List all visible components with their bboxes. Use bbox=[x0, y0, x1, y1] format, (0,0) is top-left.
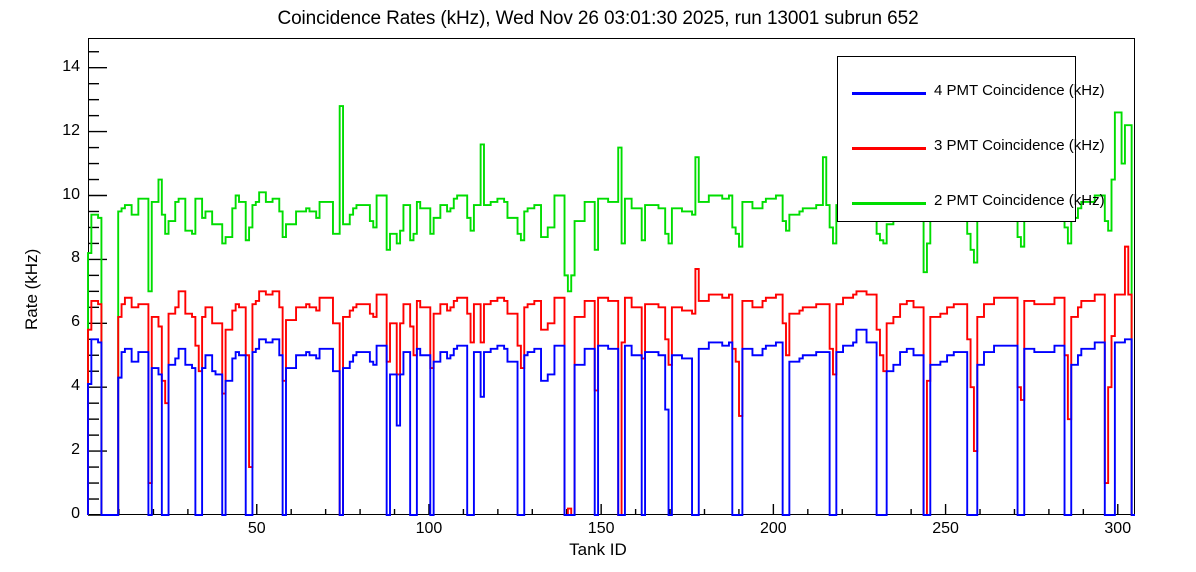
legend-label-4pmt: 4 PMT Coincidence (kHz) bbox=[934, 82, 1105, 99]
x-tick-label: 50 bbox=[247, 520, 266, 537]
y-tick-label: 6 bbox=[71, 313, 80, 331]
legend-label-3pmt: 3 PMT Coincidence (kHz) bbox=[934, 137, 1105, 154]
y-tick-label: 14 bbox=[62, 57, 80, 75]
legend-swatch-2pmt bbox=[852, 202, 926, 205]
series-line-4pmt bbox=[88, 330, 1135, 515]
x-tick-label: 150 bbox=[587, 520, 615, 537]
y-tick-label: 4 bbox=[71, 377, 80, 395]
y-tick-label: 0 bbox=[71, 505, 80, 522]
y-tick-label: 12 bbox=[62, 121, 80, 139]
x-axis-label: Tank ID bbox=[569, 540, 627, 559]
y-tick-label: 10 bbox=[62, 185, 80, 203]
x-tick-label: 300 bbox=[1104, 520, 1132, 537]
legend-swatch-4pmt bbox=[852, 92, 926, 95]
legend-swatch-3pmt bbox=[852, 147, 926, 150]
y-tick-label: 2 bbox=[71, 441, 80, 459]
legend-entry: 4 PMT Coincidence (kHz) bbox=[838, 73, 1105, 113]
y-tick-label: 8 bbox=[71, 249, 80, 267]
legend-label-2pmt: 2 PMT Coincidence (kHz) bbox=[934, 192, 1105, 209]
legend-entry: 3 PMT Coincidence (kHz) bbox=[838, 128, 1105, 168]
legend-box: 4 PMT Coincidence (kHz) 3 PMT Coincidenc… bbox=[837, 56, 1105, 223]
x-tick-label: 100 bbox=[415, 520, 443, 537]
chart-title: Coincidence Rates (kHz), Wed Nov 26 03:0… bbox=[277, 8, 919, 29]
x-tick-label: 250 bbox=[932, 520, 959, 537]
x-tick-label: 200 bbox=[760, 520, 787, 537]
legend-entry: 2 PMT Coincidence (kHz) bbox=[838, 183, 1105, 223]
